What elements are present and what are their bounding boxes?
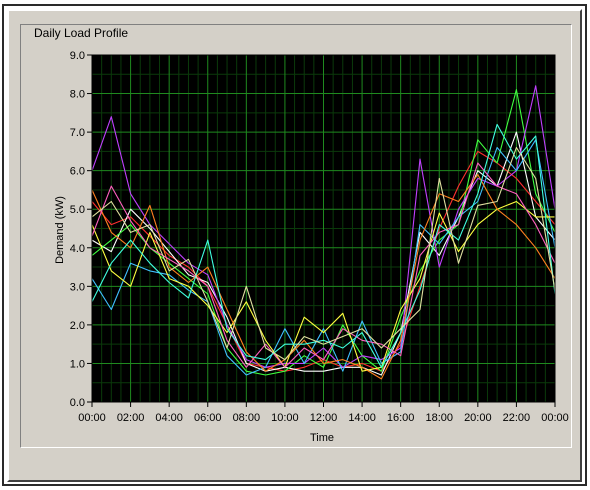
series-line-9 [91,123,556,368]
y-tick-label: 7.0 [70,127,85,139]
x-tick-label: 02:00 [117,412,145,424]
series-line-8 [91,162,556,368]
x-tick-label: 06:00 [194,412,222,424]
series-group [91,85,556,380]
x-tick-label: 04:00 [155,412,183,424]
x-axis-title: Time [309,432,335,444]
series-line-4 [91,85,556,368]
x-tick-label: 00:00 [78,412,106,424]
x-tick-label: 00:00 [541,412,569,424]
y-tick-label: 2.0 [70,320,85,332]
y-tick-label: 0.0 [70,397,85,409]
series-line-3 [91,89,556,376]
x-tick-label: 08:00 [233,412,261,424]
graph-title: Daily Load Profile [34,26,129,40]
y-tick-label: 4.0 [70,243,85,255]
series-line-2 [91,131,556,376]
y-tick-label: 1.0 [70,358,85,370]
y-tick-label: 3.0 [70,281,85,293]
x-tick-label: 10:00 [271,412,299,424]
series-line-6 [91,200,555,372]
x-tick-label: 14:00 [348,412,376,424]
y-tick-label: 5.0 [70,204,85,216]
x-tick-label: 20:00 [464,412,492,424]
x-tick-label: 12:00 [310,412,338,424]
y-tick-label: 9.0 [70,50,85,62]
x-tick-label: 16:00 [387,412,415,424]
axes: 0.0 1.0 2.0 3.0 4.0 5.0 6.0 7.0 8.0 9.0 00:00 02:00… [70,50,569,424]
y-tick-label: 6.0 [70,166,85,178]
x-tick-label: 22:00 [503,412,531,424]
series-line-10 [91,146,556,361]
series-line-7 [91,173,556,380]
series-line-5 [91,139,556,376]
y-tick-label: 8.0 [70,89,85,101]
x-tick-label: 18:00 [425,412,453,424]
